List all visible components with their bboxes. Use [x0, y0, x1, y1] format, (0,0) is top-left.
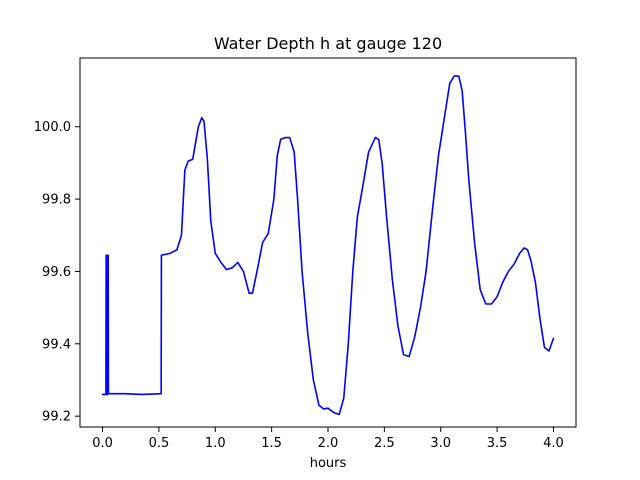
plot-frame — [79, 57, 577, 428]
y-tick-label: 100.0 — [34, 120, 71, 135]
x-tick-label: 3.0 — [430, 436, 451, 451]
y-tick-label: 99.8 — [42, 193, 71, 208]
x-tick-label: 4.0 — [543, 436, 564, 451]
y-axis-ticks: 99.2 99.4 99.6 99.8 100.0 — [34, 120, 80, 425]
x-tick-label: 1.5 — [261, 436, 282, 451]
x-tick-label: 0.0 — [92, 436, 113, 451]
x-tick-label: 2.0 — [318, 436, 339, 451]
x-tick-label: 2.5 — [374, 436, 395, 451]
x-axis-title: hours — [310, 456, 347, 471]
plot-background — [80, 58, 576, 427]
x-tick-label: 1.0 — [205, 436, 226, 451]
series-line-water-depth — [101, 75, 555, 416]
x-axis-ticks: 0.0 0.5 1.0 1.5 2.0 2.5 3.0 3.5 4.0 — [92, 427, 564, 451]
x-tick-label: 0.5 — [149, 436, 170, 451]
y-tick-label: 99.4 — [42, 337, 71, 352]
y-tick-label: 99.6 — [42, 265, 71, 280]
x-tick-label: 3.5 — [487, 436, 508, 451]
chart-title: Water Depth h at gauge 120 — [214, 34, 442, 53]
y-tick-label: 99.2 — [42, 410, 71, 425]
